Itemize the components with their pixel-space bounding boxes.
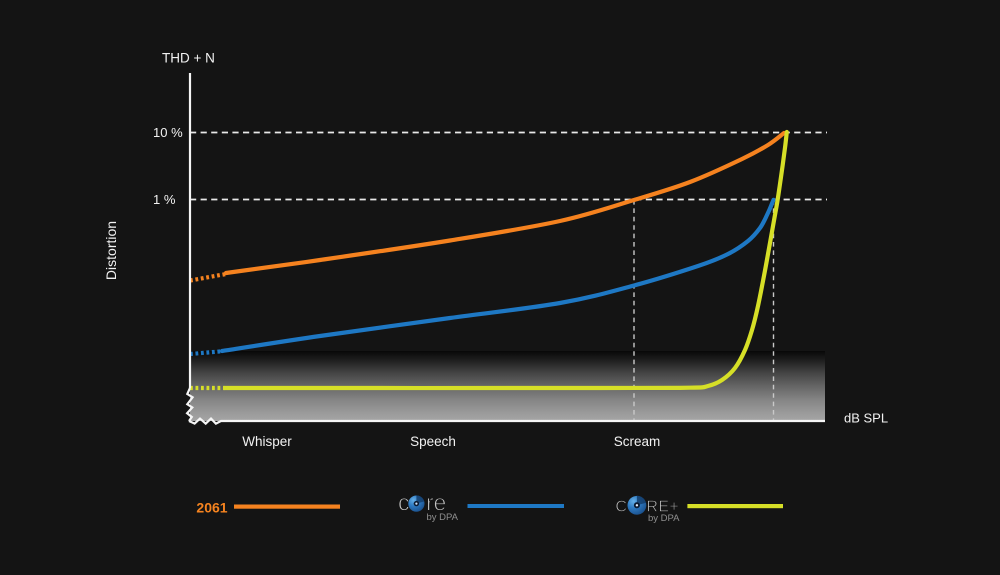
svg-text:THD + N: THD + N	[162, 51, 215, 66]
svg-text:e: e	[434, 490, 447, 516]
svg-text:RE+: RE+	[646, 498, 679, 515]
svg-text:r: r	[426, 490, 434, 516]
svg-text:Whisper: Whisper	[242, 434, 292, 449]
svg-text:Distortion: Distortion	[103, 221, 119, 280]
svg-text:2061: 2061	[196, 499, 227, 515]
svg-text:Speech: Speech	[410, 434, 456, 449]
svg-text:by DPA: by DPA	[648, 513, 680, 524]
svg-text:Scream: Scream	[614, 434, 661, 449]
svg-text:10 %: 10 %	[153, 125, 183, 140]
svg-text:1 %: 1 %	[153, 192, 176, 207]
svg-text:C: C	[615, 498, 627, 515]
svg-text:c: c	[398, 490, 410, 516]
svg-text:dB SPL: dB SPL	[844, 411, 888, 426]
svg-text:by DPA: by DPA	[427, 512, 459, 523]
